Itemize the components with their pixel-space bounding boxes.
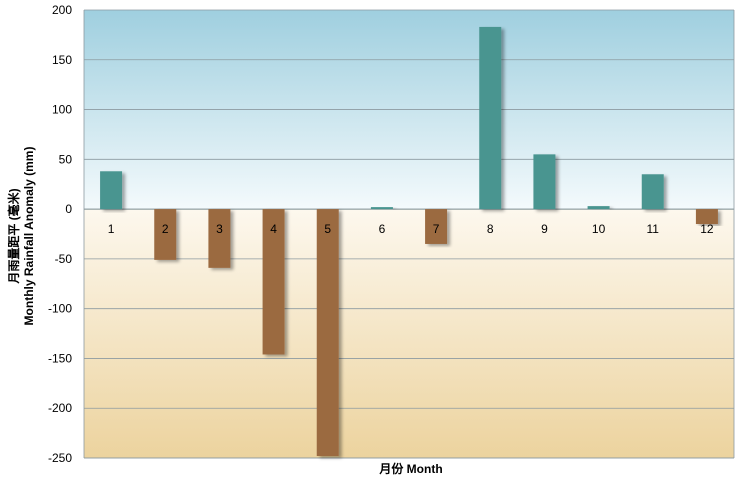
bar-month-11 <box>641 174 664 210</box>
y-tick-label: -250 <box>48 451 72 465</box>
bar-month-8 <box>479 26 502 210</box>
category-label: 7 <box>433 222 440 236</box>
y-tick-label: -100 <box>48 302 72 316</box>
y-axis-title-en: Monthly Rainfall Anomaly (mm) <box>22 147 36 326</box>
category-label: 9 <box>541 222 548 236</box>
category-label: 3 <box>216 222 223 236</box>
y-axis-title-zh: 月雨量距平 (毫米) <box>6 188 21 284</box>
category-label: 6 <box>379 222 386 236</box>
bar-month-12 <box>695 209 718 225</box>
y-axis-ticks: 200 150 100 50 0 -50 -100 -150 -200 -250 <box>48 3 72 465</box>
category-label: 8 <box>487 222 494 236</box>
category-label: 11 <box>647 222 660 236</box>
bar-month-9 <box>533 154 556 210</box>
category-label: 5 <box>324 222 331 236</box>
category-label: 2 <box>162 222 169 236</box>
bar-month-1 <box>100 171 123 210</box>
category-label: 10 <box>592 222 606 236</box>
plot-background-lower <box>84 209 734 458</box>
y-tick-label: 50 <box>59 152 73 166</box>
category-label: 1 <box>108 222 115 236</box>
bar-month-5 <box>316 209 339 457</box>
category-label: 4 <box>270 222 277 236</box>
y-axis-title: 月雨量距平 (毫米) Monthly Rainfall Anomaly (mm) <box>6 147 36 326</box>
bars <box>100 26 718 457</box>
bar-month-6 <box>370 207 393 210</box>
y-tick-label: -150 <box>48 351 72 365</box>
gridlines <box>83 9 735 459</box>
category-labels: 1 2 3 4 5 6 7 8 9 10 11 12 <box>108 222 714 236</box>
bar-month-2 <box>154 209 177 260</box>
bar-month-7 <box>425 209 448 244</box>
y-tick-label: 100 <box>52 103 72 117</box>
y-tick-label: 150 <box>52 53 72 67</box>
bar-month-3 <box>208 209 231 268</box>
y-tick-label: -50 <box>55 252 73 266</box>
x-axis-title: 月份 Month <box>378 461 442 476</box>
y-tick-label: 200 <box>52 3 72 17</box>
y-tick-label: 0 <box>65 202 72 216</box>
bar-month-4 <box>262 209 285 355</box>
y-tick-label: -200 <box>48 401 72 415</box>
category-label: 12 <box>700 222 714 236</box>
bar-month-10 <box>587 206 610 210</box>
